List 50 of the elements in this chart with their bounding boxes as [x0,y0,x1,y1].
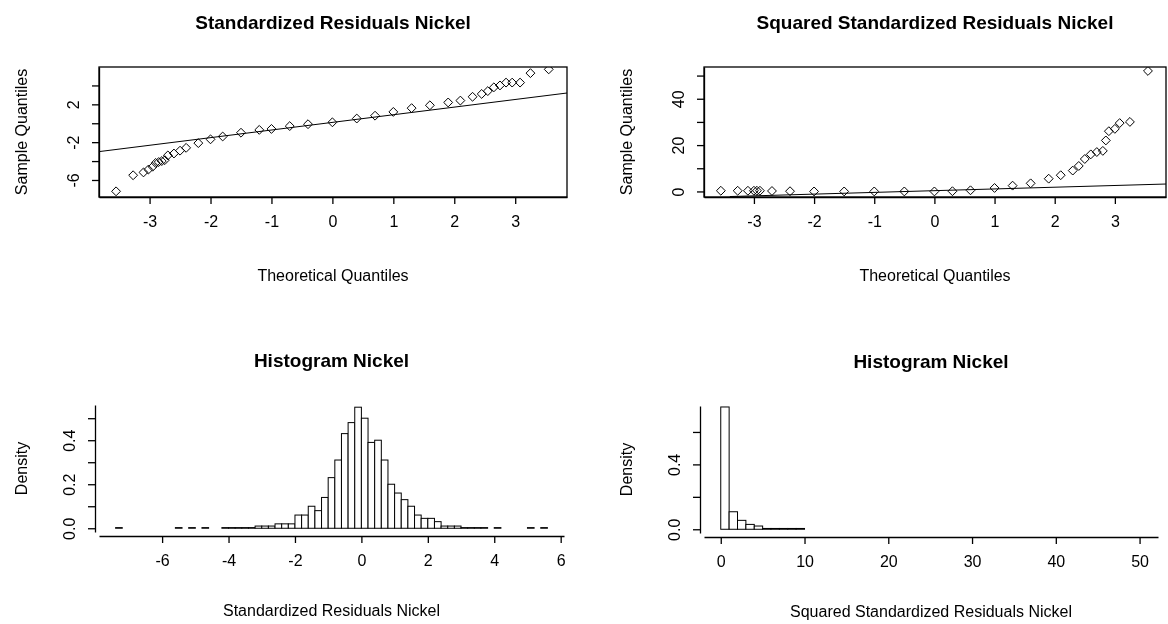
x-tick-label: 0 [328,213,338,231]
x-axis-title: Standardized Residuals Nickel [223,602,440,619]
x-tick-label: 2 [1050,213,1060,231]
x-tick-label: 20 [879,553,898,571]
x-axis-title: Theoretical Quantiles [257,267,409,284]
x-tick-label: -1 [867,213,882,231]
y-tick-label: 0.0 [666,518,683,541]
x-tick-label: 3 [1110,213,1120,231]
y-tick-label: -6 [65,173,82,188]
y-axis-title: Sample Quantiles [13,68,30,196]
chart-title: Histogram Nickel [853,351,1009,372]
x-tick-label: 50 [1131,553,1150,571]
x-tick-label: -2 [203,213,219,231]
x-tick-label: -4 [221,552,237,570]
x-tick-label: 1 [990,213,1000,231]
y-tick-label: 0.4 [61,429,78,452]
chart-title: Histogram Nickel [253,350,410,371]
x-tick-label: 30 [963,553,982,571]
y-tick-label: 0.0 [61,517,78,540]
x-tick-label: 2 [423,552,433,570]
chart-title: Standardized Residuals Nickel [195,12,471,33]
y-axis-title: Density [13,441,30,496]
x-tick-label: 40 [1047,553,1066,571]
y-axis-title: Sample Quantiles [618,68,635,196]
x-tick-label: 2 [450,213,460,231]
x-tick-label: 10 [796,553,815,571]
x-tick-label: -1 [264,213,280,231]
y-tick-label: 0 [670,187,687,197]
y-tick-label: 2 [65,100,82,110]
x-tick-label: 4 [490,552,500,570]
x-tick-label: -6 [155,552,170,570]
y-tick-label: -2 [65,135,82,150]
x-tick-label: 1 [389,213,399,231]
x-tick-label: 0 [930,213,940,231]
x-tick-label: 0 [716,553,726,571]
y-tick-label: 40 [670,90,687,109]
x-tick-label: -3 [142,213,158,231]
y-tick-label: 0.4 [666,453,683,477]
x-tick-label: 0 [357,552,367,570]
y-tick-label: 20 [670,136,687,155]
x-tick-label: -3 [747,213,762,231]
chart-title: Squared Standardized Residuals Nickel [756,12,1114,33]
x-axis-title: Theoretical Quantiles [859,267,1011,284]
x-tick-label: -2 [807,213,822,231]
x-tick-label: 3 [511,213,521,231]
x-axis-title: Squared Standardized Residuals Nickel [790,603,1072,620]
y-axis-title: Density [618,442,635,497]
y-tick-label: 0.2 [61,473,78,496]
x-tick-label: -2 [288,552,303,570]
x-tick-label: 6 [556,552,566,570]
